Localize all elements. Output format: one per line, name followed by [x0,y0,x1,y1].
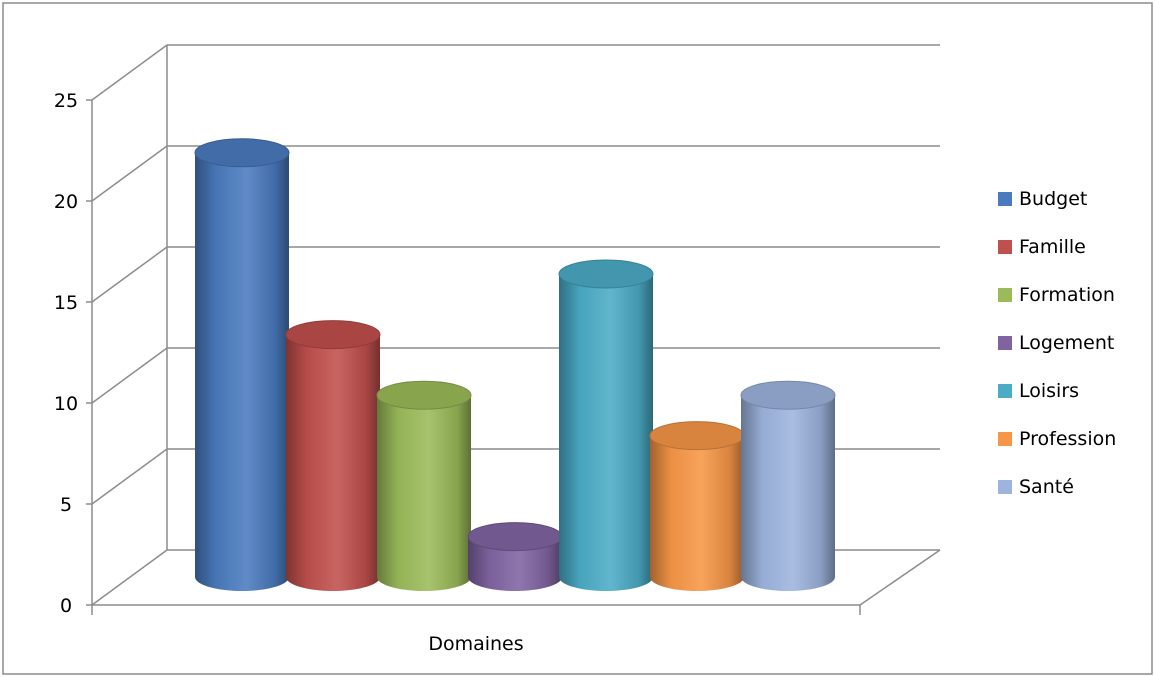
legend-item: Loisirs [998,380,1079,402]
bar-top [467,522,563,552]
legend-label: Loisirs [1019,380,1079,402]
bar-body [377,395,471,591]
gridline-side [91,448,168,505]
bar-body [286,334,380,591]
bar-top [649,421,745,451]
gridline-side [91,145,168,202]
legend-item: Santé [998,476,1074,498]
legend-item: Logement [998,332,1114,354]
legend-label: Logement [1019,332,1114,354]
floor-right-edge [859,549,941,606]
bar-loisirs [558,259,654,591]
legend-label: Santé [1019,476,1074,498]
bar-top [740,380,836,410]
legend-swatch [998,480,1012,494]
legend-label: Formation [1019,284,1115,306]
y-tick-label: 25 [54,90,78,112]
bar-logement [467,522,563,591]
legend-item: Formation [998,284,1115,306]
gridline-side [91,246,168,303]
legend-item: Budget [998,188,1087,210]
legend-swatch [998,336,1012,350]
bar-top [376,380,472,410]
legend-label: Famille [1019,236,1086,258]
legend: Budget Famille Formation Logement Loisirs Pro… [998,188,1116,498]
bar-famille [285,320,381,591]
x-axis-label: Domaines [428,633,523,655]
legend-swatch [998,240,1012,254]
bar-layer [194,138,836,591]
bar-profession [649,421,745,591]
bar-formation [376,380,472,591]
bar-top [194,138,290,168]
legend-swatch [998,192,1012,206]
y-tick-label: 0 [60,595,72,617]
bar-body [468,536,562,591]
legend-item: Profession [998,428,1116,450]
y-tick-label: 15 [54,292,78,314]
bar-budget [194,138,290,591]
y-tick-label: 10 [54,393,78,415]
bar-body [741,395,835,591]
bar-top [558,259,654,289]
legend-label: Budget [1019,188,1087,210]
bar-body [559,274,653,591]
legend-item: Famille [998,236,1086,258]
axis-layer: 0 5 10 15 20 25 [54,90,861,617]
gridline-side [91,549,168,606]
bar-body [195,152,289,591]
legend-label: Profession [1019,428,1116,450]
gridline-side [91,44,168,101]
y-tick-label: 5 [60,494,72,516]
legend-swatch [998,432,1012,446]
y-tick-label: 20 [54,191,78,213]
bar-body [650,435,744,591]
bar-top [285,320,381,350]
legend-swatch [998,288,1012,302]
bar-sant- [740,380,836,591]
legend-swatch [998,384,1012,398]
gridline-side [91,347,168,404]
